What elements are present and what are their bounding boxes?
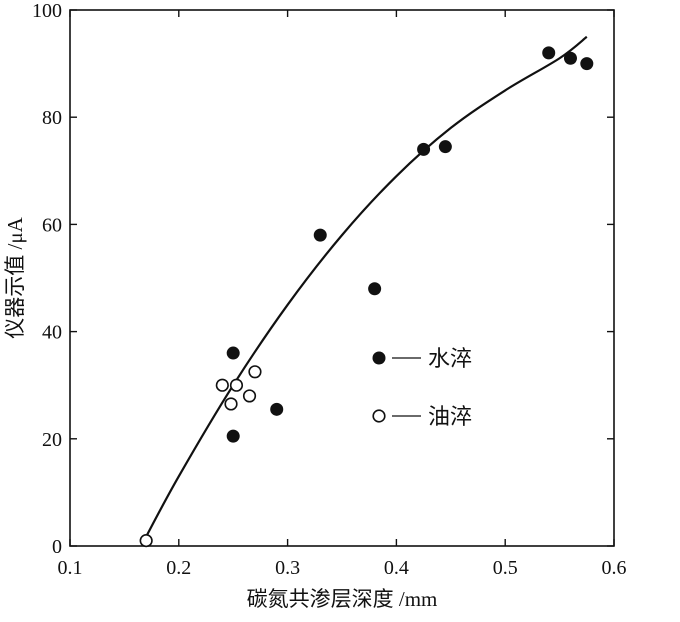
- x-axis-ticks: 0.1 0.2 0.3 0.4 0.5 0.6: [58, 10, 627, 579]
- point-water-quench: [226, 429, 240, 443]
- y-tick-label: 20: [42, 429, 62, 451]
- plot-frame: [69, 9, 615, 547]
- point-water-quench: [438, 140, 452, 154]
- x-tick-label: 0.6: [602, 557, 627, 579]
- point-water-quench: [563, 51, 577, 65]
- point-water-quench: [270, 402, 284, 416]
- point-water-quench: [368, 282, 382, 296]
- y-axis-ticks: 0 20 40 60 80 100: [32, 0, 614, 558]
- legend-label: 水淬: [428, 346, 472, 371]
- legend-label: 油淬: [428, 404, 472, 429]
- x-tick-label: 0.4: [384, 557, 409, 579]
- data-points: [139, 46, 594, 548]
- point-oil-quench: [229, 378, 244, 392]
- y-tick-label: 80: [42, 107, 62, 129]
- x-tick-label: 0.5: [493, 557, 518, 579]
- point-water-quench: [417, 142, 431, 156]
- point-water-quench: [226, 346, 240, 360]
- point-oil-quench: [215, 378, 229, 392]
- fit-curve: [143, 35, 588, 542]
- y-axis-title: 仪器示值 /μA: [3, 216, 27, 338]
- point-water-quench: [542, 46, 556, 60]
- x-tick-label: 0.1: [58, 557, 83, 579]
- legend-marker: [372, 409, 386, 423]
- x-tick-label: 0.3: [275, 557, 300, 579]
- y-tick-label: 60: [42, 214, 62, 236]
- y-tick-label: 100: [32, 0, 62, 22]
- legend-marker: [372, 351, 386, 365]
- point-oil-quench: [242, 389, 257, 403]
- point-oil-quench: [139, 534, 153, 548]
- point-water-quench: [313, 228, 327, 242]
- point-water-quench: [580, 57, 594, 71]
- x-axis-title: 碳氮共渗层深度 /mm: [247, 587, 438, 611]
- point-oil-quench: [248, 365, 262, 379]
- point-oil-quench: [224, 397, 238, 411]
- y-tick-label: 40: [42, 322, 62, 344]
- x-tick-label: 0.2: [166, 557, 191, 579]
- y-tick-label: 0: [52, 536, 62, 558]
